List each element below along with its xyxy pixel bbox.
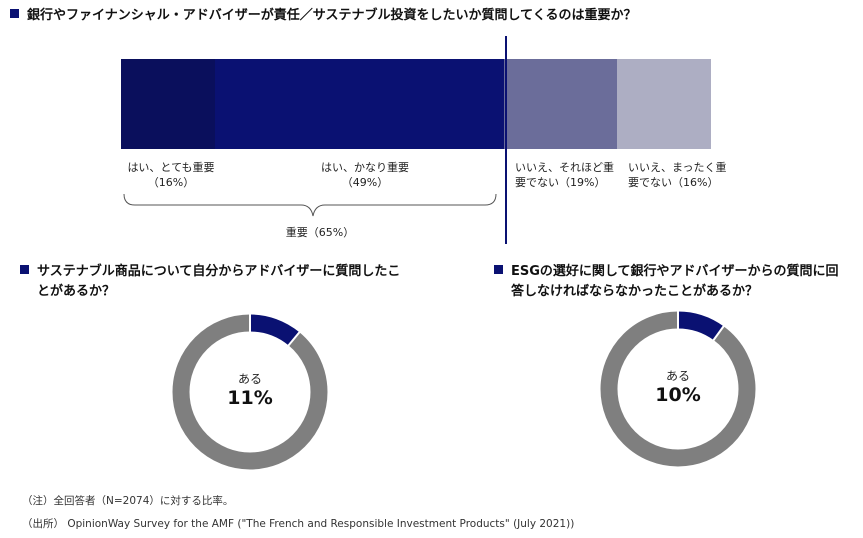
group-brace [123, 193, 497, 217]
donut-chart-2 [600, 311, 756, 467]
bar-segment-4 [616, 59, 711, 149]
donut-chart-1 [172, 314, 328, 470]
donut-center-value: 11% [227, 387, 273, 409]
donut-title-2: ESGの選好に関して銀行やアドバイザーからの質問に回 答しなければならなかったこ… [494, 262, 863, 302]
segment-label-line2: 要でない [515, 176, 559, 189]
segment-label-not-very-important: いいえ、それほど重 要でない（19%） [515, 160, 625, 190]
donut-center-label: ある [237, 372, 262, 386]
donut-center-value: 10% [655, 384, 701, 406]
bar-segment-1 [121, 59, 216, 149]
donut-title-1-line2: とがあるか？ [37, 284, 116, 299]
donut-separator [712, 324, 725, 342]
stacked-bar [121, 59, 711, 149]
donut-center-label: ある [665, 369, 690, 383]
segment-label-very-important: はい、とても重要 （16%） [121, 160, 221, 190]
donut-center-1: ある 11% [200, 371, 300, 409]
segment-value-label: （49%） [341, 176, 389, 189]
donut-center-2: ある 10% [628, 368, 728, 406]
segment-value-label: （16%） [672, 176, 719, 189]
segment-label-line1: いいえ、まったく重 [628, 161, 727, 174]
divider-line [505, 36, 507, 244]
bar-segment-2 [215, 59, 505, 149]
footnote-source: （出所） OpinionWay Survey for the AMF ("The… [22, 518, 575, 530]
donut-title-2-line1: ESGの選好に関して銀行やアドバイザーからの質問に回 [511, 264, 839, 279]
donut-separator [287, 330, 301, 347]
segment-label-text: はい、とても重要 [127, 161, 215, 174]
donut-title-2-line2: 答しなければならなかったことがあるか？ [511, 284, 759, 299]
segment-label-fairly-important: はい、かなり重要 （49%） [300, 160, 430, 190]
bullet-square-icon [10, 9, 19, 18]
bullet-square-icon [20, 265, 29, 274]
bullet-square-icon [494, 265, 503, 274]
segment-value-label: （16%） [147, 176, 195, 189]
chart-title-main-text: 銀行やファイナンシャル・アドバイザーが責任／サステナブル投資をしたいか質問してく… [27, 8, 637, 23]
segment-value-label: （19%） [559, 176, 606, 189]
segment-label-not-at-all-important: いいえ、まったく重 要でない（16%） [628, 160, 738, 190]
chart-title-main: 銀行やファイナンシャル・アドバイザーが責任／サステナブル投資をしたいか質問してく… [10, 6, 860, 26]
donut-title-1: サステナブル商品について自分からアドバイザーに質問したこ とがあるか？ [20, 262, 420, 302]
donut-title-1-line1: サステナブル商品について自分からアドバイザーに質問したこ [37, 264, 401, 279]
footnote-note: （注）全回答者（N=2074）に対する比率。 [22, 495, 234, 507]
group-label: 重要（65%） [285, 226, 355, 239]
segment-label-line1: いいえ、それほど重 [515, 161, 614, 174]
segment-label-text: はい、かなり重要 [321, 161, 409, 174]
bar-segment-3 [504, 59, 617, 149]
segment-label-line2: 要でない [628, 176, 672, 189]
